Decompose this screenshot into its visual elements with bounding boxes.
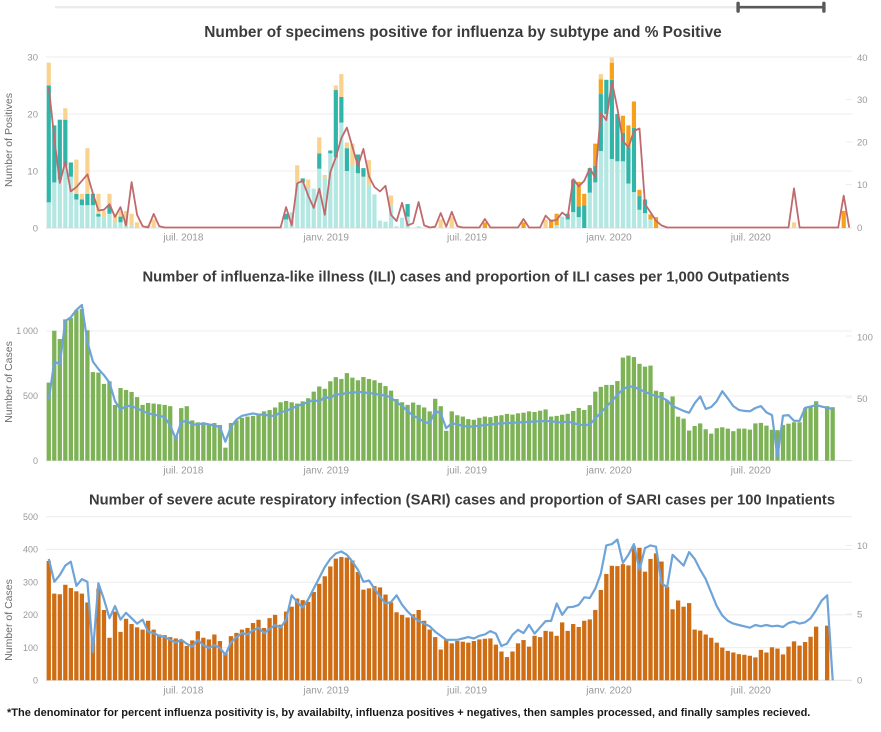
svg-text:100: 100 bbox=[857, 333, 873, 344]
svg-text:Number of specimens positive f: Number of specimens positive for influen… bbox=[204, 24, 722, 41]
svg-text:0: 0 bbox=[33, 456, 38, 466]
svg-text:30: 30 bbox=[857, 95, 868, 106]
svg-text:juil. 2019: juil. 2019 bbox=[446, 233, 487, 244]
svg-text:juil. 2020: juil. 2020 bbox=[730, 466, 771, 477]
svg-text:300: 300 bbox=[23, 577, 38, 587]
svg-text:janv. 2020: janv. 2020 bbox=[585, 466, 632, 477]
svg-text:janv. 2019: janv. 2019 bbox=[302, 686, 349, 697]
svg-text:juil. 2019: juil. 2019 bbox=[446, 686, 487, 697]
svg-text:Number of severe acute respira: Number of severe acute respiratory infec… bbox=[89, 493, 835, 509]
svg-text:10: 10 bbox=[27, 167, 38, 178]
svg-text:500: 500 bbox=[23, 391, 38, 401]
svg-text:*The denominator for percent i: *The denominator for percent influenza p… bbox=[7, 707, 810, 719]
svg-text:juil. 2020: juil. 2020 bbox=[730, 233, 771, 244]
svg-text:50: 50 bbox=[857, 394, 868, 405]
svg-text:0: 0 bbox=[857, 223, 862, 234]
svg-text:30: 30 bbox=[27, 53, 38, 64]
svg-text:janv. 2020: janv. 2020 bbox=[585, 686, 632, 697]
svg-text:100: 100 bbox=[23, 643, 38, 653]
svg-text:juil. 2020: juil. 2020 bbox=[730, 686, 771, 697]
svg-text:20: 20 bbox=[857, 138, 868, 149]
svg-text:Number of Positives: Number of Positives bbox=[3, 93, 15, 187]
svg-text:0: 0 bbox=[857, 676, 862, 687]
svg-text:Number of Cases: Number of Cases bbox=[3, 579, 15, 661]
svg-text:200: 200 bbox=[23, 610, 38, 620]
svg-text:janv. 2020: janv. 2020 bbox=[585, 233, 632, 244]
svg-text:1 000: 1 000 bbox=[16, 326, 38, 336]
svg-text:10: 10 bbox=[857, 541, 868, 552]
svg-text:juil. 2019: juil. 2019 bbox=[446, 466, 487, 477]
svg-text:Number of Cases: Number of Cases bbox=[3, 341, 15, 423]
svg-text:Number of influenza-like illne: Number of influenza-like illness (ILI) c… bbox=[142, 270, 789, 286]
svg-text:400: 400 bbox=[23, 545, 38, 555]
svg-text:10: 10 bbox=[857, 180, 868, 191]
svg-text:40: 40 bbox=[857, 53, 868, 64]
svg-text:juil. 2018: juil. 2018 bbox=[162, 233, 203, 244]
svg-text:5: 5 bbox=[857, 610, 862, 621]
svg-text:20: 20 bbox=[27, 110, 38, 121]
svg-text:janv. 2019: janv. 2019 bbox=[302, 233, 349, 244]
svg-text:juil. 2018: juil. 2018 bbox=[162, 466, 203, 477]
svg-text:500: 500 bbox=[23, 512, 38, 522]
svg-text:0: 0 bbox=[33, 676, 38, 686]
svg-text:0: 0 bbox=[33, 224, 38, 235]
svg-text:janv. 2019: janv. 2019 bbox=[302, 466, 349, 477]
svg-text:juil. 2018: juil. 2018 bbox=[162, 686, 203, 697]
